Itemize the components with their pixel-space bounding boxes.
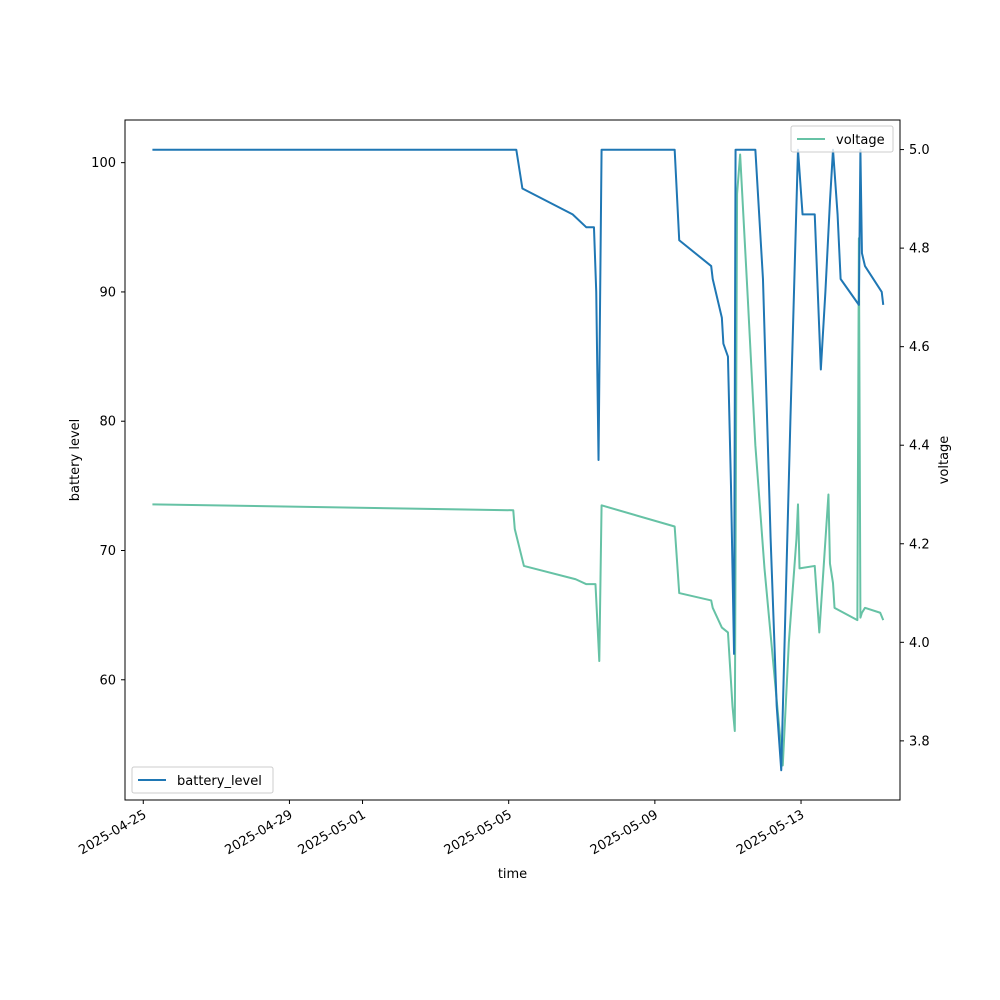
x-tick-label: 2025-05-05 [442, 807, 515, 858]
x-tick-label: 2025-05-01 [296, 807, 369, 858]
y-tick-label: 60 [99, 673, 116, 688]
y-tick-label: 90 [99, 285, 116, 300]
y-tick-label: 70 [99, 544, 116, 559]
y2-tick-label: 3.8 [909, 734, 930, 749]
y-tick-label: 100 [91, 156, 116, 171]
y2-tick-label: 4.0 [909, 636, 930, 651]
y2-tick-label: 4.2 [909, 537, 930, 552]
y-axis-title: battery level [68, 419, 83, 502]
legend-battery-level: battery_level [131, 766, 274, 794]
y2-tick-label: 4.8 [909, 242, 930, 257]
x-tick-label: 2025-04-29 [223, 807, 296, 858]
y2-tick-label: 4.4 [909, 439, 930, 454]
legend-box [790, 125, 894, 153]
legend-box [131, 766, 274, 794]
series-line-battery-level [152, 148, 885, 772]
plot-layer [152, 148, 885, 772]
y-tick-label: 80 [99, 415, 116, 430]
x-tick-label: 2025-04-25 [76, 807, 149, 858]
x-tick-label: 2025-05-09 [588, 807, 661, 858]
plot-frame [124, 119, 901, 801]
y-axis-right: 3.8 4.0 4.2 4.4 4.6 4.8 5.0 [900, 143, 930, 749]
y2-tick-label: 5.0 [909, 143, 930, 158]
legend-label: voltage [836, 133, 885, 148]
x-tick-label: 2025-05-13 [734, 807, 807, 858]
x-axis-title: time [498, 867, 527, 882]
y2-tick-label: 4.6 [909, 340, 930, 355]
x-axis: 2025-04-25 2025-04-29 2025-05-01 2025-05-05… [76, 800, 807, 858]
legend-label: battery_level [177, 774, 262, 789]
y2-axis-title: voltage [937, 436, 952, 485]
series-line-voltage [152, 153, 885, 767]
y-axis-left: 60 70 80 90 100 [91, 156, 125, 688]
legend-voltage: voltage [790, 125, 894, 153]
